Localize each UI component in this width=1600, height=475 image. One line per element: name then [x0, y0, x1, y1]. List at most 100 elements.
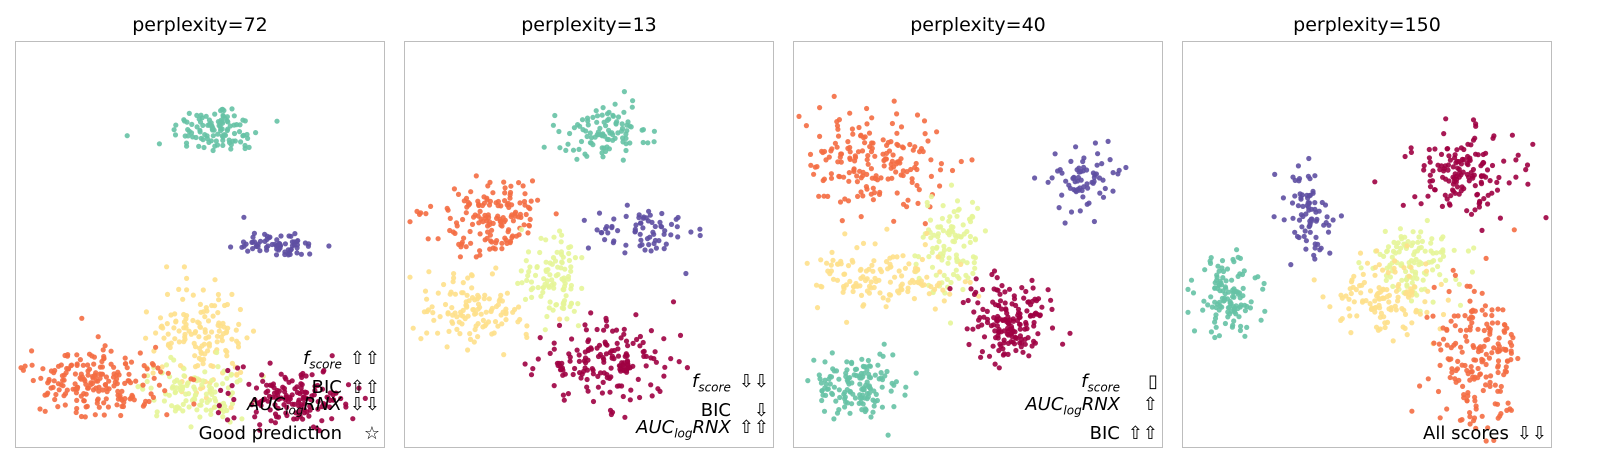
scatter-point	[319, 386, 326, 392]
scatter-point	[1385, 244, 1392, 250]
scatter-point	[880, 137, 886, 143]
score-annotation: BIC ⇩	[701, 400, 769, 422]
scatter-point	[976, 293, 982, 299]
panel-title: perplexity=72	[132, 14, 268, 36]
scatter-point	[208, 138, 214, 144]
scatter-point	[590, 398, 597, 405]
scatter-point	[227, 123, 233, 129]
scatter-point	[860, 193, 866, 199]
scatter-point	[1478, 179, 1484, 185]
scatter-point	[871, 190, 878, 196]
scatter-point	[585, 245, 591, 251]
scatter-point	[618, 128, 625, 134]
scatter-point	[193, 134, 199, 141]
scatter-point	[206, 334, 212, 340]
scatter-point	[141, 373, 147, 379]
scatter-point	[1508, 348, 1514, 354]
scatter-point	[1475, 326, 1481, 332]
scatter-point	[476, 294, 482, 300]
scatter-point	[316, 428, 322, 434]
scatter-point	[849, 359, 855, 365]
scatter-point	[627, 123, 633, 129]
scatter-point	[814, 305, 821, 311]
scatter-point	[628, 387, 634, 393]
scatter-point	[867, 385, 873, 391]
scatter-point	[1454, 184, 1461, 190]
scatter-point	[845, 139, 851, 145]
scatter-point	[966, 341, 972, 348]
scatter-point	[559, 232, 565, 238]
scatter-point	[1453, 367, 1459, 374]
scatter-point	[995, 287, 1001, 293]
scatter-point	[854, 173, 860, 179]
scatter-point	[1525, 181, 1531, 187]
scatter-point	[197, 414, 203, 420]
scatter-point	[673, 216, 679, 222]
scatter-point	[568, 264, 574, 270]
scatter-point	[947, 320, 954, 326]
scatter-point	[964, 326, 970, 332]
scatter-point	[569, 336, 575, 342]
scatter-point	[199, 382, 205, 388]
scatter-point	[605, 230, 611, 236]
scatter-point	[584, 367, 590, 373]
scatter-point	[74, 405, 80, 412]
scatter-point	[893, 379, 899, 385]
scatter-point	[295, 238, 301, 244]
scatter-point	[305, 243, 311, 249]
scatter-point	[1031, 323, 1037, 329]
scatter-point	[1437, 362, 1443, 368]
scatter-point	[594, 132, 600, 138]
scatter-point	[643, 353, 649, 359]
scatter-point	[489, 239, 495, 245]
scatter-point	[1497, 215, 1503, 221]
scatter-point	[636, 215, 642, 221]
scatter-point	[900, 172, 906, 179]
scatter-point	[307, 403, 313, 409]
scatter-point	[1080, 194, 1086, 200]
scatter-point	[260, 378, 266, 384]
scatter-point	[463, 244, 469, 250]
scatter-point	[653, 359, 659, 365]
scatter-point	[1191, 328, 1198, 334]
scatter-point	[915, 200, 921, 206]
scatter-point	[162, 388, 168, 394]
scatter-point	[487, 232, 493, 238]
scatter-point	[675, 234, 681, 240]
scatter-point	[566, 257, 572, 264]
scatter-point	[823, 381, 829, 387]
scatter-point	[362, 395, 368, 401]
scatter-point	[1450, 267, 1456, 273]
scatter-point	[527, 216, 533, 222]
scatter-point	[1220, 288, 1226, 294]
scatter-point	[1248, 299, 1254, 305]
scatter-point	[813, 282, 820, 288]
scatter-point	[572, 255, 578, 261]
scatter-point	[58, 382, 64, 388]
scatter-point	[821, 176, 827, 182]
scatter-point	[668, 232, 674, 238]
scatter-point	[93, 370, 99, 376]
scatter-point	[612, 101, 618, 107]
scatter-point	[1427, 184, 1434, 190]
scatter-point	[1049, 325, 1056, 331]
scatter-point	[1495, 363, 1501, 369]
scatter-point	[857, 395, 863, 401]
scatter-point	[1452, 171, 1458, 177]
scatter-point	[557, 363, 563, 369]
scatter-point	[1454, 147, 1460, 153]
scatter-point	[479, 202, 486, 209]
scatter-point	[992, 361, 998, 367]
scatter-point	[948, 182, 955, 188]
scatter-point	[858, 214, 864, 220]
scatter-point	[670, 299, 677, 305]
scatter-point	[1382, 228, 1388, 234]
scatter-point	[1462, 313, 1468, 319]
scatter-point	[1305, 200, 1311, 206]
scatter-point	[852, 395, 858, 401]
scatter-point	[600, 105, 606, 111]
scatter-point	[499, 321, 505, 327]
scatter-point	[934, 283, 940, 289]
scatter-point	[161, 335, 167, 341]
scatter-point	[807, 151, 814, 157]
